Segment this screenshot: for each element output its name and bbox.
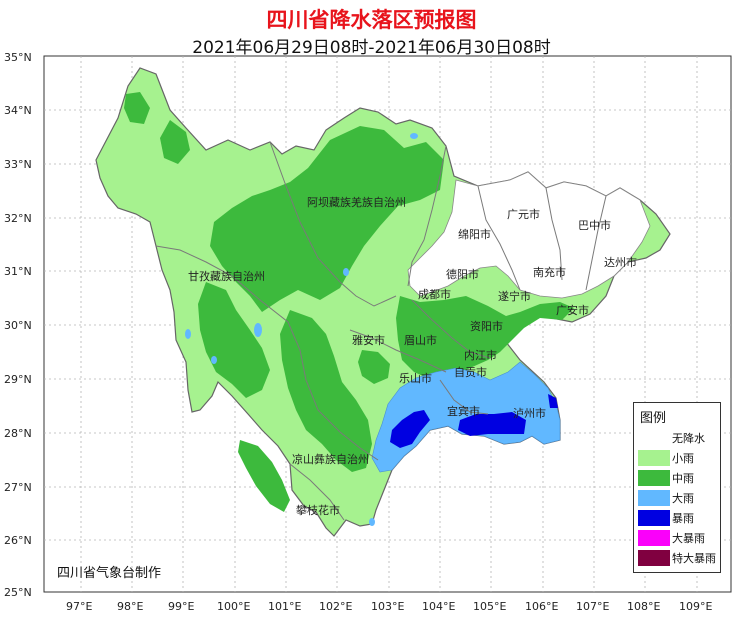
label-nanchong: 南充市 <box>533 265 566 279</box>
legend-item-light-rain: 小雨 <box>638 449 720 467</box>
lat-label: 31°N <box>4 265 32 278</box>
rainstorm-areas <box>390 394 558 448</box>
lat-label: 27°N <box>4 481 32 494</box>
label-aba: 阿坝藏族羌族自治州 <box>307 195 406 209</box>
label-mianyang: 绵阳市 <box>458 227 491 241</box>
label-suining: 遂宁市 <box>498 289 531 303</box>
lon-label: 105°E <box>473 600 506 613</box>
lon-label: 98°E <box>117 600 143 613</box>
lon-label: 102°E <box>319 600 352 613</box>
label-panzhihua: 攀枝花市 <box>296 503 340 517</box>
legend-swatch <box>638 510 670 526</box>
lat-label: 25°N <box>4 586 32 599</box>
label-ganzi: 甘孜藏族自治州 <box>188 269 265 283</box>
lat-label: 35°N <box>4 51 32 64</box>
lon-label: 109°E <box>679 600 712 613</box>
lat-label: 28°N <box>4 427 32 440</box>
longitude-labels: 97°E 98°E 99°E 100°E 101°E 102°E 103°E 1… <box>66 600 712 613</box>
lat-label: 30°N <box>4 319 32 332</box>
lat-label: 26°N <box>4 534 32 547</box>
legend-swatch <box>638 530 670 546</box>
label-zigong: 自贡市 <box>454 365 487 379</box>
lon-label: 107°E <box>576 600 609 613</box>
legend-item-rainstorm: 暴雨 <box>638 509 720 527</box>
legend-swatch <box>638 550 670 566</box>
legend-item-no-rain: 无降水 <box>638 429 720 447</box>
label-yaan: 雅安市 <box>352 333 385 347</box>
legend-title: 图例 <box>640 411 667 426</box>
moderate-rain-areas <box>124 92 574 512</box>
no-rain-area <box>407 171 651 299</box>
lon-label: 108°E <box>627 600 660 613</box>
region-labels: 阿坝藏族羌族自治州 甘孜藏族自治州 凉山彝族自治州 攀枝花市 广元市 巴中市 绵… <box>188 195 637 517</box>
prefecture-boundaries <box>155 141 607 521</box>
lon-label: 104°E <box>422 600 455 613</box>
legend-label: 大暴雨 <box>672 532 705 545</box>
map-subtitle: 2021年06月29日08时-2021年06月30日08时 <box>192 38 551 58</box>
lon-label: 103°E <box>371 600 404 613</box>
latitude-labels: 35°N 34°N 33°N 32°N 31°N 30°N 29°N 28°N … <box>4 51 32 599</box>
legend-swatch <box>638 430 670 446</box>
legend-label: 暴雨 <box>672 512 694 525</box>
lon-label: 99°E <box>168 600 194 613</box>
legend-label: 小雨 <box>672 452 694 465</box>
legend-swatch <box>638 470 670 486</box>
legend: 图例 无降水 小雨 中雨 大雨 暴雨 大暴雨 特大暴雨 <box>633 402 721 573</box>
label-neijiang: 内江市 <box>464 348 497 362</box>
legend-swatch <box>638 490 670 506</box>
lat-label: 29°N <box>4 373 32 386</box>
label-guangan: 广安市 <box>556 303 589 317</box>
label-yibin: 宜宾市 <box>447 404 480 418</box>
label-ziyang: 资阳市 <box>470 319 503 333</box>
legend-item-extreme-rainstorm: 特大暴雨 <box>638 549 720 567</box>
map-title: 四川省降水落区预报图 <box>266 8 477 32</box>
label-meishan: 眉山市 <box>404 333 437 347</box>
label-guangyuan: 广元市 <box>507 207 540 221</box>
legend-label: 特大暴雨 <box>672 552 716 565</box>
producer-credit: 四川省气象台制作 <box>57 565 161 581</box>
label-deyang: 德阳市 <box>446 267 479 281</box>
label-liangshan: 凉山彝族自治州 <box>292 452 369 466</box>
label-bazhong: 巴中市 <box>578 218 611 232</box>
legend-item-heavy-rainstorm: 大暴雨 <box>638 529 720 547</box>
lat-label: 33°N <box>4 158 32 171</box>
legend-item-heavy-rain: 大雨 <box>638 489 720 507</box>
legend-item-moderate-rain: 中雨 <box>638 469 720 487</box>
label-dazhou: 达州市 <box>604 255 637 269</box>
lon-label: 100°E <box>217 600 250 613</box>
lon-label: 101°E <box>268 600 301 613</box>
label-leshan: 乐山市 <box>399 371 432 385</box>
scattered-heavy-rain-spots <box>185 133 418 526</box>
label-chengdu: 成都市 <box>418 287 451 301</box>
legend-label: 大雨 <box>672 492 694 505</box>
lon-label: 106°E <box>525 600 558 613</box>
lat-label: 32°N <box>4 212 32 225</box>
label-luzhou: 泸州市 <box>513 406 546 420</box>
lon-label: 97°E <box>66 600 92 613</box>
heavy-rain-area <box>371 361 561 473</box>
lat-label: 34°N <box>4 104 32 117</box>
legend-swatch <box>638 450 670 466</box>
legend-label: 无降水 <box>672 432 705 445</box>
legend-label: 中雨 <box>672 472 694 485</box>
